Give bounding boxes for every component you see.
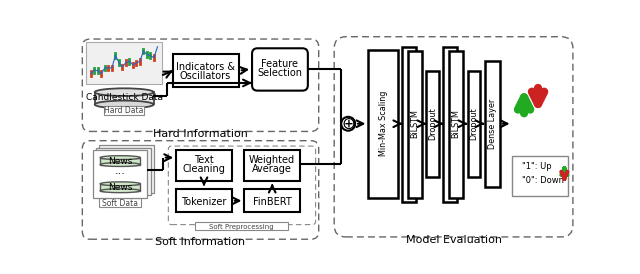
Ellipse shape (100, 156, 140, 159)
Text: ⊕: ⊕ (341, 115, 355, 133)
Text: Selection: Selection (257, 68, 303, 78)
Text: Indicators &: Indicators & (176, 62, 235, 72)
FancyBboxPatch shape (403, 47, 417, 202)
Text: "1": Up: "1": Up (522, 162, 552, 171)
Text: Weighted: Weighted (249, 155, 295, 165)
FancyBboxPatch shape (95, 92, 154, 104)
FancyBboxPatch shape (426, 72, 439, 177)
Text: FinBERT: FinBERT (253, 196, 292, 207)
FancyBboxPatch shape (467, 72, 480, 177)
Text: BiLSTM: BiLSTM (451, 109, 460, 138)
FancyBboxPatch shape (244, 150, 300, 181)
Text: Hard Information: Hard Information (153, 129, 248, 139)
Ellipse shape (100, 182, 140, 186)
FancyBboxPatch shape (176, 150, 232, 181)
FancyBboxPatch shape (93, 150, 147, 198)
Text: Dropout: Dropout (469, 107, 478, 140)
Text: Hard Data: Hard Data (104, 106, 144, 115)
Text: Dropout: Dropout (428, 107, 437, 140)
Text: Cleaning: Cleaning (182, 164, 225, 174)
FancyBboxPatch shape (99, 198, 141, 207)
FancyBboxPatch shape (513, 156, 568, 196)
Text: Min-Max Scaling: Min-Max Scaling (378, 91, 388, 156)
FancyBboxPatch shape (484, 61, 500, 187)
Text: Feature: Feature (262, 59, 298, 69)
Text: BiLSTM: BiLSTM (410, 109, 419, 138)
Text: News: News (108, 183, 132, 192)
Ellipse shape (100, 163, 140, 167)
FancyBboxPatch shape (173, 55, 239, 87)
Ellipse shape (95, 101, 154, 108)
Text: Dense Layer: Dense Layer (488, 99, 497, 149)
Text: News: News (108, 157, 132, 166)
FancyBboxPatch shape (86, 42, 162, 84)
Text: Tokenizer: Tokenizer (181, 196, 227, 207)
FancyBboxPatch shape (176, 189, 232, 212)
Text: ...: ... (115, 167, 125, 176)
FancyBboxPatch shape (449, 51, 463, 198)
Text: Average: Average (252, 164, 292, 174)
FancyBboxPatch shape (100, 158, 140, 165)
FancyBboxPatch shape (244, 189, 300, 212)
Text: "0": Down: "0": Down (522, 176, 564, 185)
Ellipse shape (95, 88, 154, 96)
Text: Soft Data: Soft Data (102, 199, 138, 207)
Text: Text: Text (194, 155, 214, 165)
Text: Model Evaluation: Model Evaluation (406, 235, 502, 245)
FancyBboxPatch shape (252, 48, 308, 91)
Text: Candlestick Data: Candlestick Data (86, 93, 163, 102)
Text: Oscillators: Oscillators (180, 71, 231, 81)
Text: Soft Information: Soft Information (155, 236, 245, 247)
FancyBboxPatch shape (408, 51, 422, 198)
FancyBboxPatch shape (195, 222, 288, 230)
FancyBboxPatch shape (96, 148, 150, 195)
FancyBboxPatch shape (99, 145, 154, 193)
FancyBboxPatch shape (100, 184, 140, 191)
FancyBboxPatch shape (104, 106, 145, 115)
Text: Soft Preprocessing: Soft Preprocessing (209, 224, 273, 230)
Ellipse shape (100, 189, 140, 193)
FancyBboxPatch shape (444, 47, 458, 202)
FancyBboxPatch shape (368, 50, 397, 198)
